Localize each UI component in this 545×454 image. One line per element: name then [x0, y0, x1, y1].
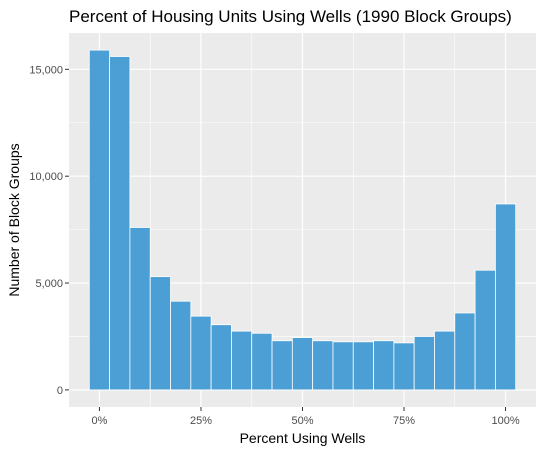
x-tick-label: 50% — [291, 415, 313, 427]
histogram-bar — [352, 341, 374, 391]
x-tick-label: 75% — [393, 415, 415, 427]
x-axis-ticks: 0% 25% 50% 75% 100% — [92, 407, 520, 427]
histogram-bar — [231, 330, 253, 391]
bars-group — [88, 49, 517, 391]
histogram-bar — [393, 342, 415, 391]
histogram-bar — [149, 276, 171, 391]
histogram-bar — [373, 340, 395, 391]
histogram-bar — [312, 340, 334, 391]
histogram-bar — [129, 227, 151, 391]
x-tick-label: 25% — [190, 415, 212, 427]
histogram-bar — [494, 203, 517, 391]
histogram-bar — [474, 269, 496, 391]
y-tick-label: 15,000 — [29, 64, 63, 76]
histogram-bar — [291, 337, 314, 391]
histogram-bar — [190, 315, 212, 391]
y-tick-label: 10,000 — [29, 171, 63, 183]
histogram-bar — [88, 49, 111, 391]
x-tick-label: 0% — [92, 415, 108, 427]
histogram-bar — [332, 341, 354, 391]
histogram-bar — [251, 332, 273, 391]
histogram-bar — [454, 312, 476, 391]
histogram-bar — [210, 324, 232, 391]
y-tick-label: 5,000 — [35, 278, 63, 290]
histogram-bar — [434, 330, 456, 391]
y-axis-label: Number of Block Groups — [6, 143, 22, 296]
y-tick-label: 0 — [57, 385, 63, 397]
histogram-bar — [170, 300, 192, 391]
histogram-bar — [271, 340, 293, 391]
chart-title: Percent of Housing Units Using Wells (19… — [69, 7, 512, 26]
histogram-bar — [109, 56, 131, 391]
x-axis-label: Percent Using Wells — [240, 430, 366, 446]
histogram-bar — [413, 336, 435, 391]
x-tick-label: 100% — [491, 415, 519, 427]
y-axis-ticks: 0 5,000 10,000 15,000 — [29, 64, 69, 397]
